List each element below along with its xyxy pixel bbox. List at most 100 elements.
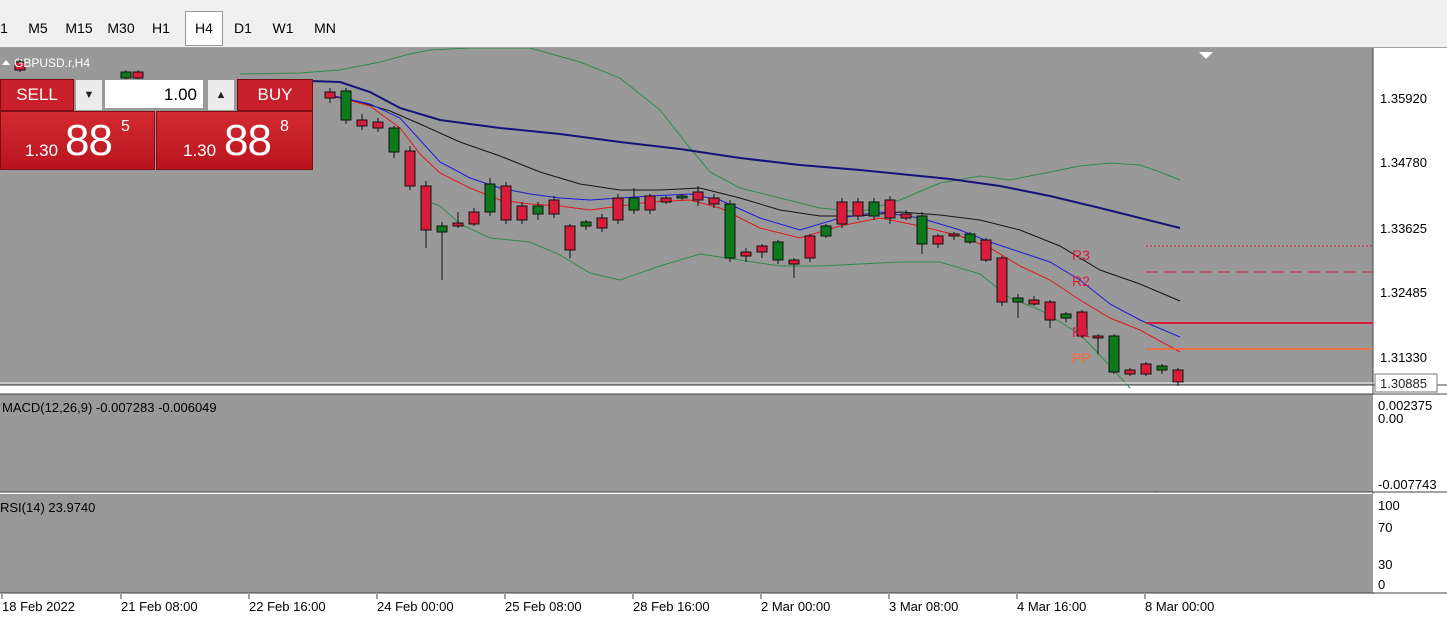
volume-decrease-button[interactable]: ▼ (75, 79, 103, 111)
candle-body (580, 221, 592, 227)
candle-body (340, 90, 352, 121)
candle-body (120, 71, 132, 79)
macd-axis-area (1373, 394, 1447, 492)
candle-body (932, 235, 944, 245)
timeframe-mn[interactable]: MN (314, 20, 336, 36)
macd-pane[interactable] (0, 394, 1373, 492)
pivot-label-r2: R2 (1072, 273, 1090, 289)
sell-price-box[interactable]: 1.30 88 5 (0, 111, 155, 170)
chart-canvas[interactable]: 1.35920 1.34780 1.33625 1.32485 1.31330 … (0, 47, 1447, 623)
candle-body (724, 203, 736, 259)
candles-layer (14, 58, 1184, 386)
time-axis-label: 3 Mar 08:00 (889, 599, 958, 614)
timeframe-m5[interactable]: M5 (28, 20, 48, 36)
volume-increase-button[interactable]: ▲ (207, 79, 235, 111)
candle-body (532, 205, 544, 215)
candle-body (612, 197, 624, 221)
timeframe-m15[interactable]: M15 (65, 20, 93, 36)
ma-mid-line (329, 94, 1181, 353)
buy-price-box[interactable]: 1.30 88 8 (156, 111, 313, 170)
price-axis-label: 1.34780 (1380, 155, 1427, 170)
buy-price-prefix: 1.30 (183, 141, 217, 160)
candle-body (452, 222, 464, 227)
rsi-axis-label: 70 (1378, 520, 1392, 535)
candle-body (916, 215, 928, 245)
candle-body (756, 245, 768, 253)
rsi-pane[interactable] (0, 494, 1373, 593)
candle-body (804, 235, 816, 259)
candle-body (884, 199, 896, 219)
candle-body (900, 213, 912, 219)
bollinger-lower-line (419, 197, 1131, 389)
rsi-label: RSI(14) 23.9740 (0, 500, 95, 515)
time-axis-label: 18 Feb 2022 (2, 599, 75, 614)
price-axis-label: 1.32485 (1380, 285, 1427, 300)
buy-price-sup: 8 (280, 118, 289, 135)
rsi-axis-area (1373, 494, 1447, 593)
candle-body (964, 233, 976, 243)
one-click-trading-panel: SELL ▼ 1.00 ▲ BUY 1.30 88 5 1.30 88 8 (0, 79, 313, 170)
pivot-label-r3: R3 (1072, 247, 1090, 263)
candle-body (596, 217, 608, 229)
price-axis-label: 1.35920 (1380, 91, 1427, 106)
sell-price-big: 88 (65, 116, 113, 165)
candle-body (484, 183, 496, 213)
candle-body (1172, 369, 1184, 383)
candle-body (1108, 335, 1120, 373)
candle-body (660, 197, 672, 203)
time-axis-label: 8 Mar 00:00 (1145, 599, 1214, 614)
timeframe-w1[interactable]: W1 (272, 20, 294, 36)
sell-price-prefix: 1.30 (25, 141, 59, 160)
candle-body (948, 233, 960, 237)
time-axis-label: 25 Feb 08:00 (505, 599, 582, 614)
buy-button[interactable]: BUY (237, 79, 313, 111)
candle-body (356, 119, 368, 127)
timeframe-h4[interactable]: H4 (185, 11, 223, 46)
chart-window[interactable]: 1.35920 1.34780 1.33625 1.32485 1.31330 … (0, 47, 1447, 623)
candle-body (324, 91, 336, 99)
price-axis-label: 1.33625 (1380, 221, 1427, 236)
timeframe-m30[interactable]: M30 (107, 20, 135, 36)
candle-body (468, 211, 480, 225)
sell-button[interactable]: SELL (0, 79, 74, 111)
collapse-arrow-icon[interactable] (2, 60, 10, 65)
macd-label: MACD(12,26,9) -0.007283 -0.006049 (2, 400, 217, 415)
bollinger-upper-line (239, 47, 1181, 213)
candle-body (132, 71, 144, 79)
candle-body (836, 201, 848, 225)
rsi-axis-label: 30 (1378, 557, 1392, 572)
candle-body (1076, 311, 1088, 337)
time-axis-area (0, 594, 1447, 623)
timeframe-d1[interactable]: D1 (234, 20, 252, 36)
candle-body (1012, 297, 1024, 303)
candle-body (772, 241, 784, 261)
time-axis: 18 Feb 2022 21 Feb 08:00 22 Feb 16:00 24 Fe… (1, 594, 1214, 614)
candle-body (548, 199, 560, 215)
candle-body (436, 225, 448, 233)
candle-body (1044, 301, 1056, 321)
candle-body (644, 195, 656, 211)
timeframe-1[interactable]: 1 (0, 20, 8, 36)
candle-body (1092, 335, 1104, 339)
volume-input[interactable]: 1.00 (104, 79, 204, 109)
timeframe-h1[interactable]: H1 (152, 20, 170, 36)
candle-body (788, 259, 800, 265)
candle-body (740, 251, 752, 257)
macd-axis-label: -0.007743 (1378, 477, 1437, 492)
chart-shift-marker[interactable] (1199, 52, 1213, 59)
ma-slow-line (329, 95, 1181, 302)
ma-long-line (309, 80, 1181, 229)
candle-body (996, 257, 1008, 303)
sell-price-sup: 5 (121, 118, 130, 135)
price-axis-area (1373, 48, 1447, 385)
current-price-tag (1374, 373, 1438, 393)
candle-body (708, 197, 720, 205)
timeframe-toolbar: 1 M5 M15 M30 H1 H4 D1 W1 MN (0, 0, 1447, 48)
candle-body (1060, 313, 1072, 319)
candle-body (852, 201, 864, 217)
candle-body (1028, 299, 1040, 305)
candle-body (14, 61, 26, 71)
time-axis-label: 4 Mar 16:00 (1017, 599, 1086, 614)
macd-axis-label: 0.00 (1378, 411, 1403, 426)
time-axis-label: 24 Feb 00:00 (377, 599, 454, 614)
